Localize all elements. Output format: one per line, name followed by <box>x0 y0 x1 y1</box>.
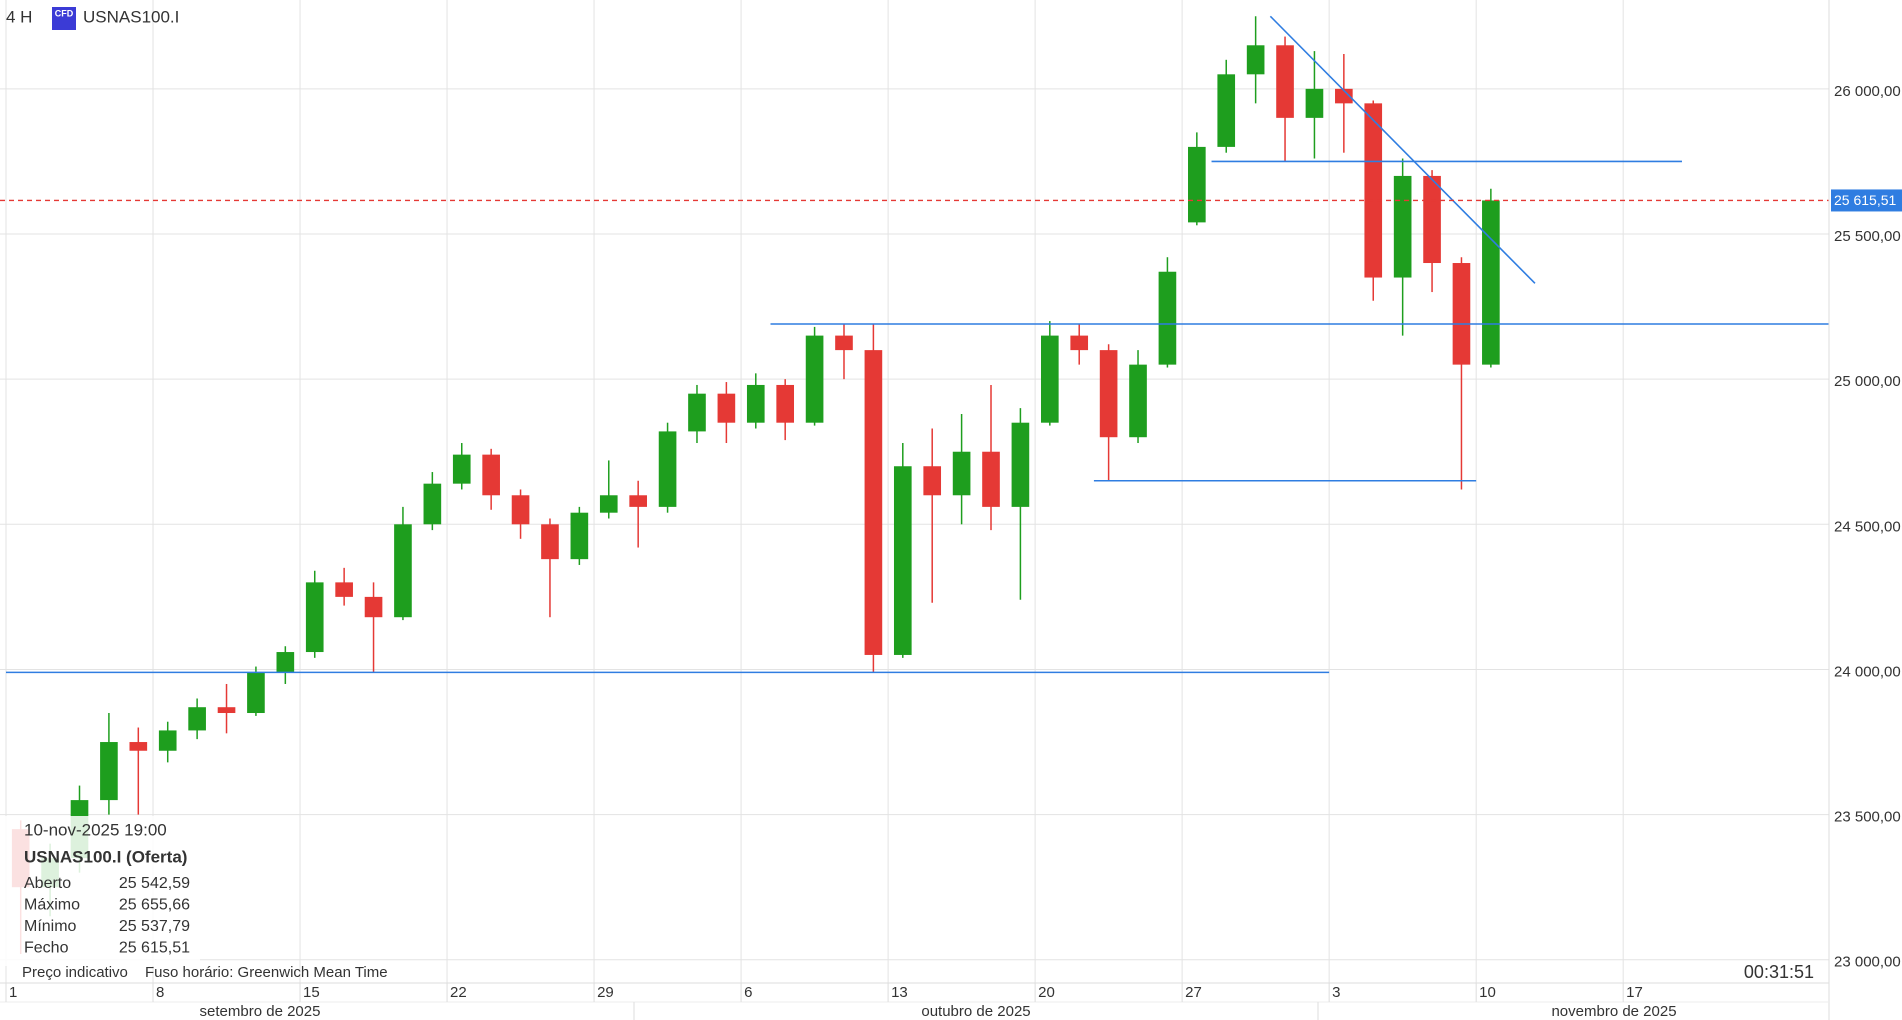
candle-body <box>364 596 383 618</box>
candle-body <box>1393 175 1412 278</box>
candle-body <box>746 384 765 423</box>
candle-body <box>305 582 324 653</box>
candle-body <box>541 524 559 560</box>
symbol[interactable]: USNAS100.I <box>83 7 179 26</box>
info-value: 25 537,79 <box>119 918 190 935</box>
x-tick-label: 6 <box>744 984 752 1001</box>
candle-body <box>893 466 912 655</box>
x-tick-label: 3 <box>1332 984 1340 1001</box>
y-tick-label: 24 000,00 <box>1834 663 1901 680</box>
candle-body <box>1158 271 1177 365</box>
x-tick-label: 10 <box>1479 984 1496 1001</box>
last-price-label: 25 615,51 <box>1834 192 1896 208</box>
candle-body <box>482 454 500 496</box>
candle-body <box>688 393 706 432</box>
candle-body <box>188 707 206 731</box>
candle-body <box>1188 146 1206 223</box>
candle-body <box>1040 335 1059 423</box>
candle-body <box>805 335 824 423</box>
candle-body <box>129 742 148 751</box>
footer-note: Preço indicativo <box>22 964 128 981</box>
x-tick-label: 15 <box>303 984 320 1001</box>
candle-body <box>658 431 677 507</box>
x-tick-label: 8 <box>156 984 164 1001</box>
info-datetime: 10-nov-2025 19:00 <box>24 820 167 839</box>
candle-body <box>629 495 647 507</box>
candle-body <box>276 652 295 673</box>
grid <box>0 0 1829 983</box>
y-tick-label: 23 500,00 <box>1834 809 1901 826</box>
candle-body <box>1452 263 1471 365</box>
info-panel: 10-nov-2025 19:00 USNAS100.I (Oferta) Ab… <box>0 816 200 966</box>
badge-icon <box>52 7 76 30</box>
x-tick-label: 22 <box>450 984 467 1001</box>
y-tick-label: 25 000,00 <box>1834 373 1901 390</box>
candle-body <box>1070 335 1089 351</box>
y-tick-label: 23 000,00 <box>1834 954 1901 971</box>
candle-body <box>217 707 236 714</box>
candle-body <box>394 524 412 618</box>
candle-body <box>923 466 942 496</box>
month-label: novembro de 2025 <box>1551 1003 1676 1020</box>
candle-body <box>835 335 853 351</box>
candle-body <box>1246 45 1265 75</box>
y-tick-label: 24 500,00 <box>1834 518 1901 535</box>
candle-body <box>1482 200 1500 365</box>
candle-body <box>1099 350 1118 438</box>
badge: CFD <box>55 8 74 18</box>
candle-body <box>599 495 618 513</box>
month-label: outubro de 2025 <box>921 1003 1030 1020</box>
candle-body <box>982 451 1000 507</box>
candle-body <box>1276 45 1294 118</box>
candle-body <box>335 582 353 597</box>
candle-body <box>864 350 883 655</box>
candle-body <box>952 451 971 496</box>
candle-body <box>1217 74 1236 147</box>
x-tick-label: 29 <box>597 984 614 1001</box>
timeframe[interactable]: 4 H <box>6 7 32 26</box>
info-title: USNAS100.I (Oferta) <box>24 847 187 866</box>
footer-note: Fuso horário: Greenwich Mean Time <box>145 964 388 981</box>
candle-body <box>1129 364 1147 438</box>
info-value: 25 542,59 <box>119 875 190 892</box>
month-label: setembro de 2025 <box>200 1003 321 1020</box>
x-tick-label: 17 <box>1626 984 1643 1001</box>
candle-body <box>1335 88 1353 104</box>
info-bg <box>0 816 200 966</box>
x-tick-label: 1 <box>9 984 17 1001</box>
x-tick-label: 27 <box>1185 984 1202 1001</box>
header: 4 H CFD USNAS100.I <box>6 7 179 30</box>
candle-body <box>100 742 118 801</box>
x-tick-label: 20 <box>1038 984 1055 1001</box>
x-tick-label: 13 <box>891 984 908 1001</box>
candle-body <box>423 483 442 525</box>
candle-body <box>247 672 265 714</box>
info-value: 25 655,66 <box>119 897 190 914</box>
candle-body <box>158 730 177 751</box>
y-tick-label: 26 000,00 <box>1834 83 1901 100</box>
candle-body <box>717 393 736 423</box>
candle-body <box>570 512 589 560</box>
candle-body <box>1305 88 1324 118</box>
info-label: Fecho <box>24 940 69 957</box>
candle-body <box>1011 422 1030 507</box>
candle-body <box>776 384 795 423</box>
last-price-box <box>1831 189 1902 212</box>
info-label: Máximo <box>24 897 80 914</box>
trend-line <box>1269 15 1536 284</box>
candle-body <box>511 495 530 525</box>
info-value: 25 615,51 <box>119 940 190 957</box>
info-label: Mínimo <box>24 918 77 935</box>
candle-body <box>1423 175 1441 264</box>
info-label: Aberto <box>24 875 71 892</box>
candle-body <box>1364 103 1383 278</box>
countdown: 00:31:51 <box>1744 962 1814 982</box>
candle-body <box>452 454 471 484</box>
y-tick-label: 25 500,00 <box>1834 228 1901 245</box>
